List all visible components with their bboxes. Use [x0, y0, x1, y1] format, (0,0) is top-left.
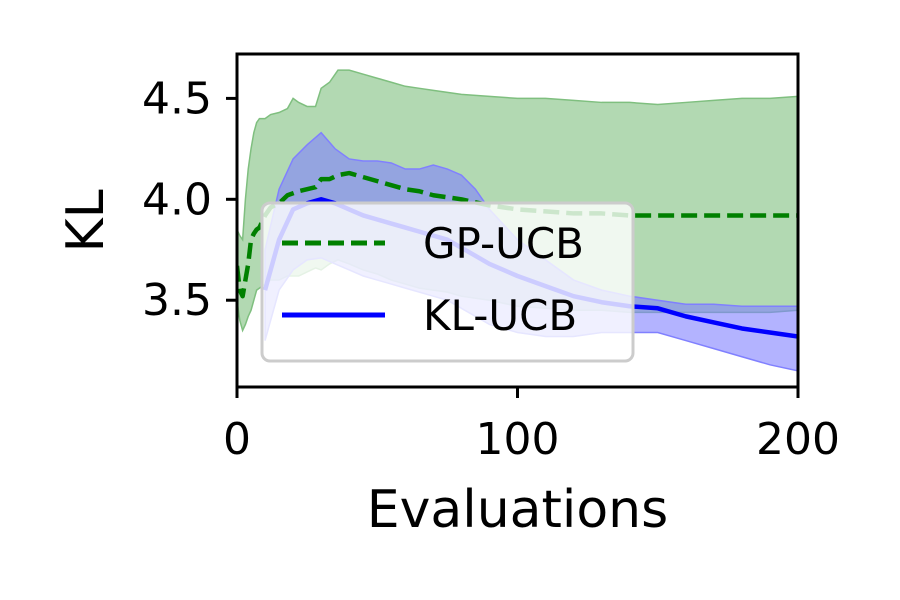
- legend-label-gp-ucb: GP-UCB: [423, 219, 584, 268]
- gp-ucb-mean-line: [237, 170, 798, 299]
- x-tick-label: 200: [756, 414, 840, 465]
- x-tick-label: 0: [223, 414, 251, 465]
- x-tick-label: 100: [476, 414, 560, 465]
- tick-layer: 0 100 200 3.5 4.0 4.5: [142, 73, 840, 465]
- legend-label-kl-ucb: KL-UCB: [423, 291, 577, 340]
- y-tick-label: 4.0: [142, 174, 212, 225]
- y-tick-label: 4.5: [142, 73, 212, 124]
- legend: GP-UCB KL-UCB: [260, 201, 635, 363]
- x-axis-label: Evaluations: [367, 480, 668, 540]
- y-axis-label: KL: [56, 189, 116, 252]
- y-tick-label: 3.5: [142, 275, 212, 326]
